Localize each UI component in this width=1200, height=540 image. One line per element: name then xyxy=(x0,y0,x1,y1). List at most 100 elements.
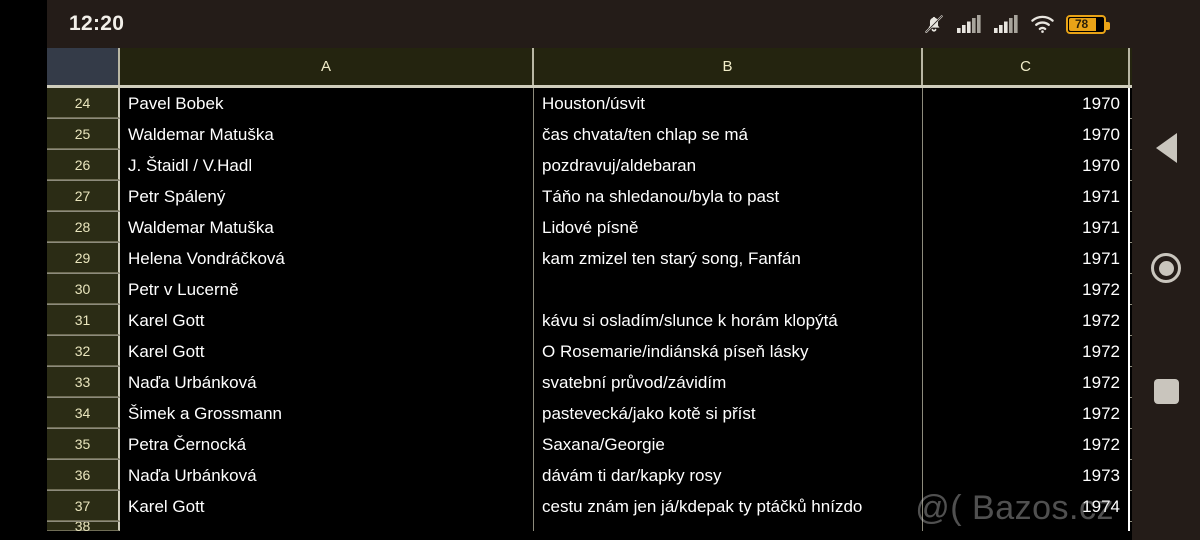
cell-c[interactable]: 1971 xyxy=(923,181,1130,212)
cell-c[interactable]: 1972 xyxy=(923,367,1130,398)
home-circle-icon xyxy=(1151,253,1181,283)
back-button[interactable] xyxy=(1132,125,1200,171)
cell-c[interactable]: 1973 xyxy=(923,460,1130,491)
table-row[interactable]: 29 Helena Vondráčková kam zmizel ten starý… xyxy=(47,243,1132,274)
cell-a[interactable]: Naďa Urbánková xyxy=(120,367,534,398)
signal-bars-sim2-icon xyxy=(993,14,1019,34)
cell-b[interactable]: čas chvata/ten chlap se má xyxy=(534,119,923,150)
table-row[interactable]: 31 Karel Gott kávu si osladím/slunce k hor… xyxy=(47,305,1132,336)
cell-c[interactable]: 1971 xyxy=(923,212,1130,243)
cell-a[interactable]: Karel Gott xyxy=(120,305,534,336)
cell-b[interactable]: kávu si osladím/slunce k horám klopýtá xyxy=(534,305,923,336)
cell-c[interactable]: 1972 xyxy=(923,398,1130,429)
cell-a[interactable]: J. Štaidl / V.Hadl xyxy=(120,150,534,181)
cell-a[interactable]: Petra Černocká xyxy=(120,429,534,460)
cell-b[interactable]: Houston/úsvit xyxy=(534,88,923,119)
table-row[interactable]: 34 Šimek a Grossmann pastevecká/jako kotě … xyxy=(47,398,1132,429)
left-bezel xyxy=(0,0,47,540)
select-all-corner-cell[interactable] xyxy=(47,48,120,85)
table-row[interactable]: 25 Waldemar Matuška čas chvata/ten chlap s… xyxy=(47,119,1132,150)
cell-b[interactable]: Táňo na shledanou/byla to past xyxy=(534,181,923,212)
cell-c[interactable] xyxy=(923,522,1130,531)
row-header-cell[interactable]: 25 xyxy=(47,119,120,149)
row-header-cell[interactable]: 36 xyxy=(47,460,120,490)
row-header-cell[interactable]: 29 xyxy=(47,243,120,273)
wifi-icon xyxy=(1030,14,1055,34)
cell-a[interactable]: Petr v Lucerně xyxy=(120,274,534,305)
recents-square-icon xyxy=(1153,378,1179,404)
cell-b[interactable]: O Rosemarie/indiánská píseň lásky xyxy=(534,336,923,367)
table-row[interactable]: 35 Petra Černocká Saxana/Georgie 1972 xyxy=(47,429,1132,460)
table-row[interactable]: 26 J. Štaidl / V.Hadl pozdravuj/aldebaran 1… xyxy=(47,150,1132,181)
column-header-row: A B C xyxy=(47,48,1132,85)
row-header-cell[interactable]: 35 xyxy=(47,429,120,459)
status-bar: 12:20 xyxy=(47,0,1132,48)
cell-c[interactable]: 1970 xyxy=(923,88,1130,119)
cell-b[interactable]: cestu znám jen já/kdepak ty ptáčků hnízd… xyxy=(534,491,923,522)
cell-a[interactable]: Naďa Urbánková xyxy=(120,460,534,491)
cell-c[interactable]: 1972 xyxy=(923,336,1130,367)
cell-a[interactable]: Pavel Bobek xyxy=(120,88,534,119)
status-icon-group: 78 xyxy=(923,13,1110,35)
cell-c[interactable]: 1974 xyxy=(923,491,1130,522)
table-row[interactable]: 32 Karel Gott O Rosemarie/indiánská píseň … xyxy=(47,336,1132,367)
cell-a[interactable]: Waldemar Matuška xyxy=(120,212,534,243)
spreadsheet-grid[interactable]: A B C 24 Pavel Bobek Houston/úsvit 1970 25 Wa… xyxy=(47,48,1132,540)
table-row[interactable]: 24 Pavel Bobek Houston/úsvit 1970 xyxy=(47,88,1132,119)
table-row[interactable]: 28 Waldemar Matuška Lidové písně 1971 xyxy=(47,212,1132,243)
row-header-cell[interactable]: 32 xyxy=(47,336,120,366)
cell-b[interactable]: pastevecká/jako kotě si příst xyxy=(534,398,923,429)
table-row[interactable]: 36 Naďa Urbánková dávám ti dar/kapky rosy 1… xyxy=(47,460,1132,491)
cell-c[interactable]: 1972 xyxy=(923,429,1130,460)
row-header-cell[interactable]: 26 xyxy=(47,150,120,180)
battery-fill xyxy=(1069,17,1096,31)
cell-a[interactable]: Karel Gott xyxy=(120,336,534,367)
cell-a[interactable]: Karel Gott xyxy=(120,491,534,522)
cell-c[interactable]: 1970 xyxy=(923,150,1130,181)
row-header-cell[interactable]: 37 xyxy=(47,491,120,521)
cell-b[interactable]: svatební průvod/závidím xyxy=(534,367,923,398)
row-header-cell[interactable]: 28 xyxy=(47,212,120,242)
row-header-cell[interactable]: 38 xyxy=(47,522,120,531)
row-header-cell[interactable]: 31 xyxy=(47,305,120,335)
table-row[interactable]: 30 Petr v Lucerně 1972 xyxy=(47,274,1132,305)
cell-b[interactable]: Saxana/Georgie xyxy=(534,429,923,460)
column-header-a[interactable]: A xyxy=(120,48,534,85)
signal-bars-sim1-icon xyxy=(956,14,982,34)
table-row[interactable]: 38 xyxy=(47,522,1132,531)
column-header-c[interactable]: C xyxy=(923,48,1130,85)
cell-a[interactable]: Helena Vondráčková xyxy=(120,243,534,274)
row-header-cell[interactable]: 27 xyxy=(47,181,120,211)
battery-percent: 78 xyxy=(1075,17,1088,31)
cell-b[interactable] xyxy=(534,522,923,531)
cell-b[interactable]: Lidové písně xyxy=(534,212,923,243)
cell-c[interactable]: 1971 xyxy=(923,243,1130,274)
cell-a[interactable]: Waldemar Matuška xyxy=(120,119,534,150)
cell-b[interactable] xyxy=(534,274,923,305)
cell-b[interactable]: kam zmizel ten starý song, Fanfán xyxy=(534,243,923,274)
cell-a[interactable]: Šimek a Grossmann xyxy=(120,398,534,429)
recents-button[interactable] xyxy=(1132,368,1200,414)
home-button[interactable] xyxy=(1132,245,1200,291)
back-triangle-icon xyxy=(1155,133,1177,163)
battery-icon: 78 xyxy=(1066,14,1110,34)
table-row[interactable]: 37 Karel Gott cestu znám jen já/kdepak ty … xyxy=(47,491,1132,522)
row-header-cell[interactable]: 24 xyxy=(47,88,120,118)
cell-c[interactable]: 1972 xyxy=(923,274,1130,305)
row-header-cell[interactable]: 34 xyxy=(47,398,120,428)
cell-b[interactable]: dávám ti dar/kapky rosy xyxy=(534,460,923,491)
header-underline xyxy=(47,85,1132,88)
column-header-b[interactable]: B xyxy=(534,48,923,85)
cell-c[interactable]: 1972 xyxy=(923,305,1130,336)
cell-c[interactable]: 1970 xyxy=(923,119,1130,150)
android-navigation-bar xyxy=(1132,0,1200,540)
cell-b[interactable]: pozdravuj/aldebaran xyxy=(534,150,923,181)
cell-a[interactable]: Petr Spálený xyxy=(120,181,534,212)
row-header-cell[interactable]: 33 xyxy=(47,367,120,397)
row-header-cell[interactable]: 30 xyxy=(47,274,120,304)
cell-a[interactable] xyxy=(120,522,534,531)
table-row[interactable]: 27 Petr Spálený Táňo na shledanou/byla to … xyxy=(47,181,1132,212)
table-row[interactable]: 33 Naďa Urbánková svatební průvod/závidím 1… xyxy=(47,367,1132,398)
grid-body: 24 Pavel Bobek Houston/úsvit 1970 25 Waldemar… xyxy=(47,88,1132,531)
